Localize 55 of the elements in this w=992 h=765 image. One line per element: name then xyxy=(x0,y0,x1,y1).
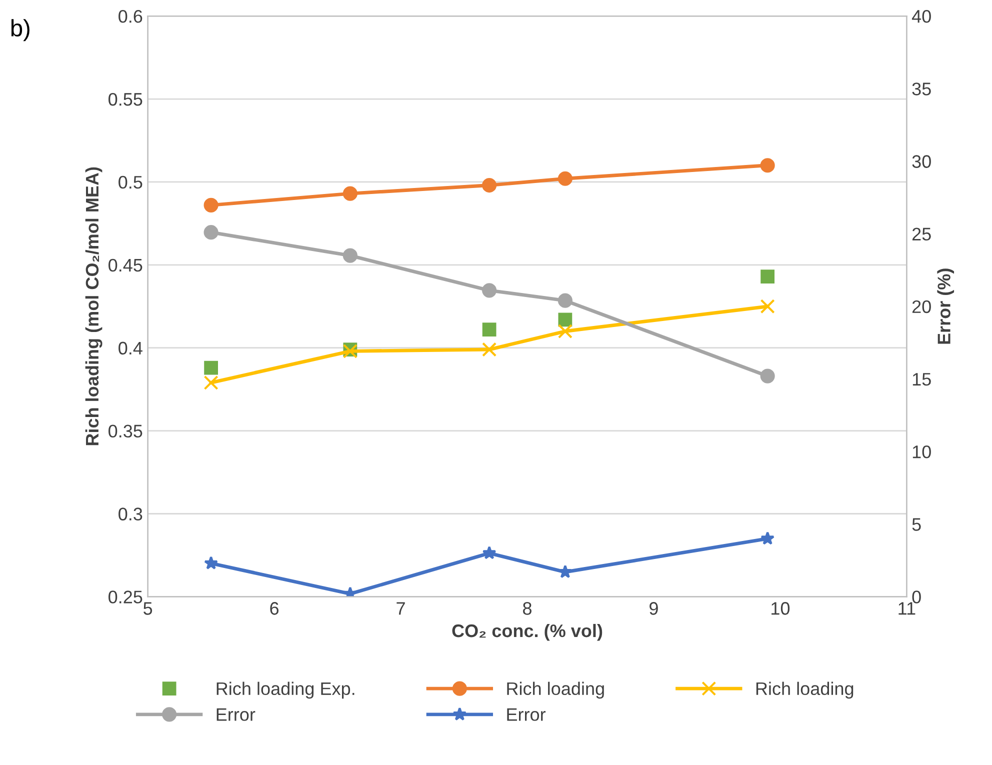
y2-tick-label: 0 xyxy=(912,590,921,604)
point xyxy=(558,171,572,186)
point xyxy=(760,158,775,173)
legend-label: Error xyxy=(216,708,256,721)
point xyxy=(482,546,496,560)
point xyxy=(558,324,572,339)
y2-tick-label: 20 xyxy=(912,300,931,314)
legend-label: Error xyxy=(507,708,546,721)
point xyxy=(482,322,496,337)
point xyxy=(204,556,218,570)
y-tick-label: 0.45 xyxy=(108,258,142,272)
point xyxy=(204,198,218,212)
y2-tick-label: 15 xyxy=(912,373,931,386)
y-tick-label: 0.35 xyxy=(108,424,142,438)
point xyxy=(204,360,218,375)
point xyxy=(760,531,775,545)
point xyxy=(760,270,775,284)
point xyxy=(482,178,497,193)
x-tick-label: 9 xyxy=(650,602,658,615)
x-axis-title: CO₂ conc. (% vol) xyxy=(452,624,602,641)
point xyxy=(760,368,775,384)
point xyxy=(558,312,572,327)
y-tick-label: 0.25 xyxy=(108,590,142,604)
y2-tick-label: 40 xyxy=(912,10,931,23)
y2-tick-label: 10 xyxy=(912,445,931,458)
y-tick-label: 0.4 xyxy=(118,342,142,355)
x-tick-label: 11 xyxy=(898,602,916,615)
y2-tick-label: 30 xyxy=(912,155,931,168)
y-tick-label: 0.6 xyxy=(118,10,142,23)
point xyxy=(204,225,218,240)
y2-tick-label: 5 xyxy=(912,518,921,531)
point xyxy=(482,283,497,298)
y-axis-title: Rich loading (mol CO₂/mol MEA) xyxy=(85,167,102,446)
point xyxy=(342,248,358,263)
legend-label: Rich loading xyxy=(507,682,604,699)
y2-tick-label: 25 xyxy=(912,228,931,241)
point xyxy=(760,299,775,314)
y2-tick-label: 35 xyxy=(912,82,931,96)
x-tick-label: 8 xyxy=(523,602,532,615)
text: b) xyxy=(11,19,30,42)
y-tick-label: 0.5 xyxy=(118,176,142,189)
x-tick-label: 6 xyxy=(270,602,279,615)
y-tick-label: 0.3 xyxy=(118,508,142,520)
point xyxy=(342,186,358,201)
point xyxy=(558,293,572,308)
x-tick-label: 7 xyxy=(396,602,405,615)
x-tick-label: 5 xyxy=(144,602,152,615)
point xyxy=(204,375,218,390)
y-tick-label: 0.55 xyxy=(108,92,142,106)
legend-label: Rich loading xyxy=(756,682,854,699)
legend-label: Rich loading Exp. xyxy=(216,682,354,699)
point xyxy=(558,564,572,578)
point xyxy=(482,342,497,357)
x-tick-label: 10 xyxy=(772,602,790,615)
y2-axis-title: Error (%) xyxy=(937,268,954,344)
